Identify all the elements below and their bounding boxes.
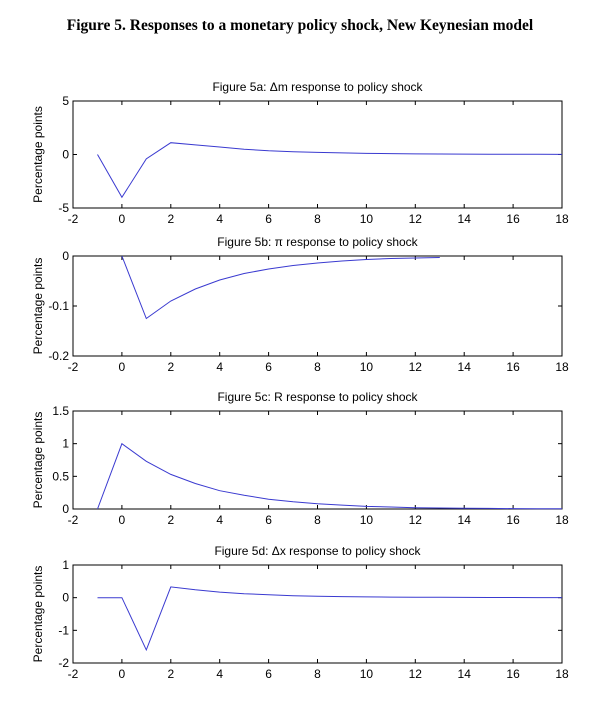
x-tick-label: 12	[409, 667, 423, 681]
x-tick-label: -2	[68, 212, 79, 226]
y-tick-label: -5	[58, 201, 69, 215]
y-axis-label: Percentage points	[31, 412, 45, 509]
x-tick-label: 4	[216, 360, 223, 374]
axes-box	[72, 410, 563, 510]
subplot-title: Figure 5a: Δm response to policy shock	[212, 80, 423, 94]
x-tick-label: 0	[119, 513, 126, 527]
x-tick-label: 4	[216, 667, 223, 681]
subplot-title: Figure 5d: Δx response to policy shock	[214, 544, 421, 558]
x-tick-label: 18	[555, 360, 569, 374]
subplot-3: Figure 5c: R response to policy shock-2 0…	[31, 390, 569, 527]
x-tick-label: 4	[216, 212, 223, 226]
y-tick-label: 0	[62, 502, 69, 516]
x-tick-label: 6	[265, 513, 272, 527]
series-line	[97, 142, 563, 199]
x-tick-label: 14	[458, 513, 472, 527]
x-tick-label: 10	[360, 513, 374, 527]
y-tick-label: 1	[62, 437, 69, 451]
x-tick-label: 2	[167, 513, 174, 527]
x-tick-label: 12	[409, 513, 423, 527]
x-tick-label: 14	[458, 360, 472, 374]
x-tick-label: 10	[360, 360, 374, 374]
x-tick-label: 18	[555, 513, 569, 527]
x-tick-label: 0	[119, 360, 126, 374]
x-tick-label: 2	[167, 360, 174, 374]
y-tick-label: -2	[58, 656, 69, 670]
y-tick-label: -1	[58, 623, 69, 637]
subplot-1: Figure 5a: Δm response to policy shock -2…	[31, 80, 569, 226]
x-tick-label: 0	[119, 667, 126, 681]
x-tick-label: 16	[506, 212, 520, 226]
y-tick-label: 5	[62, 94, 69, 108]
x-tick-label: 8	[314, 513, 321, 527]
x-tick-label: -2	[68, 360, 79, 374]
x-tick-label: -2	[68, 667, 79, 681]
x-tick-label: 16	[506, 667, 520, 681]
y-axis-label: Percentage points	[31, 258, 45, 355]
x-tick-label: 18	[555, 212, 569, 226]
y-axis-label: Percentage points	[31, 106, 45, 203]
x-tick-label: 14	[458, 212, 472, 226]
axes-box	[72, 564, 563, 664]
subplot-4: Figure 5d: Δx response to policy shock -2…	[31, 544, 569, 681]
series-line	[121, 255, 440, 320]
axes-box	[72, 255, 563, 357]
subplot-title: Figure 5c: R response to policy shock	[217, 390, 418, 404]
x-tick-label: 8	[314, 360, 321, 374]
x-tick-label: 12	[409, 212, 423, 226]
x-tick-label: 4	[216, 513, 223, 527]
x-tick-label: 10	[360, 667, 374, 681]
x-tick-label: 12	[409, 360, 423, 374]
subplot-title: Figure 5b: π response to policy shock	[217, 235, 418, 249]
y-tick-label: -0.1	[48, 299, 69, 313]
x-tick-label: 6	[265, 212, 272, 226]
y-tick-label: 1	[62, 558, 69, 572]
x-tick-label: 16	[506, 513, 520, 527]
y-tick-label: 1.5	[52, 404, 69, 418]
x-tick-label: 18	[555, 667, 569, 681]
x-tick-label: 6	[265, 360, 272, 374]
x-tick-label: 2	[167, 212, 174, 226]
x-tick-label: 14	[458, 667, 472, 681]
series-line	[97, 586, 562, 652]
x-tick-label: 0	[119, 212, 126, 226]
y-axis-label: Percentage points	[31, 566, 45, 663]
x-tick-label: 8	[314, 667, 321, 681]
series-line	[97, 442, 563, 510]
figure-title: Figure 5. Responses to a monetary policy…	[66, 17, 534, 34]
x-tick-label: 8	[314, 212, 321, 226]
subplot-2: Figure 5b: π response to policy shock -2 0…	[31, 235, 569, 374]
x-tick-label: -2	[68, 513, 79, 527]
y-tick-label: -0.2	[48, 349, 69, 363]
y-tick-label: 0	[62, 148, 69, 162]
y-tick-label: 0.5	[52, 469, 69, 483]
y-tick-label: 0	[62, 591, 69, 605]
y-tick-label: 0	[62, 249, 69, 263]
x-tick-label: 16	[506, 360, 520, 374]
x-tick-label: 10	[360, 212, 374, 226]
x-tick-label: 2	[167, 667, 174, 681]
x-tick-label: 6	[265, 667, 272, 681]
